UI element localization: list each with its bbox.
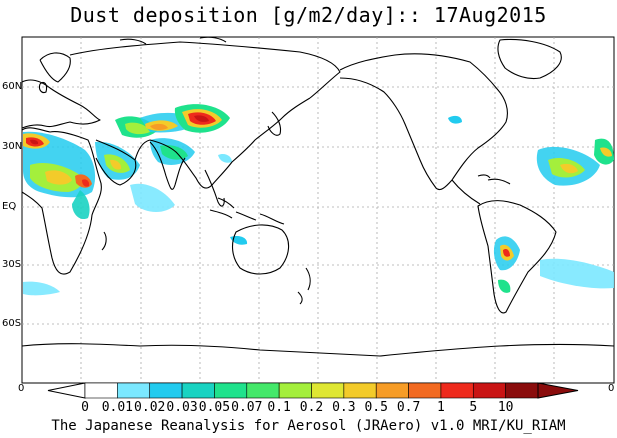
colorbar-tick-label: 0 [81,400,89,415]
colorbar-swatch [181,382,215,399]
colorbar-tick-label: 0.7 [397,400,420,415]
colorbar-swatch [214,382,248,399]
colorbar-swatch [149,382,183,399]
colorbar-tick-label: 0.07 [231,400,262,415]
colorbar-tick-label: 5 [469,400,477,415]
colorbar-underflow-arrow [47,382,86,399]
colorbar-swatch [343,382,377,399]
colorbar-swatch [246,382,280,399]
coastlines [21,36,615,357]
colorbar-tick-label: 0.02 [134,400,165,415]
colorbar-tick-label: 1 [437,400,445,415]
lat-label-30n: 30N [2,141,23,152]
colorbar-tick-label: 0.01 [102,400,133,415]
gridlines [22,37,614,383]
colorbar-tick-label: 0.3 [332,400,355,415]
colorbar-tick-label: 10 [498,400,514,415]
colorbar-overflow-arrow [537,382,579,399]
colorbar-swatch [117,382,151,399]
colorbar-swatch [408,382,442,399]
lat-label-30s: 30S [2,259,22,270]
colorbar-swatch [440,382,474,399]
footer-credit: The Japanese Reanalysis for Aerosol (JRA… [51,418,566,434]
colorbar-tick-label: 0.05 [199,400,230,415]
colorbar-tick-label: 0.2 [300,400,323,415]
dust-deposition-field [23,104,614,296]
lat-label-60n: 60N [2,81,23,92]
corner-label-left: 0 [18,383,25,394]
colorbar-tick-label: 0.5 [364,400,387,415]
corner-label-right: 0 [608,383,615,394]
colorbar-tick-label: 0.03 [166,400,197,415]
lat-label-60s: 60S [2,318,22,329]
colorbar-swatch [311,382,345,399]
colorbar-swatch [505,382,539,399]
colorbar-swatch [375,382,409,399]
colorbar-tick-label: 0.1 [267,400,290,415]
lat-label-eq: EQ [2,201,17,212]
colorbar-swatch [84,382,118,399]
map-frame [21,36,615,384]
map-title: Dust deposition [g/m2/day]:: 17Aug2015 [70,3,547,27]
colorbar-swatch [472,382,506,399]
colorbar-swatch [278,382,312,399]
